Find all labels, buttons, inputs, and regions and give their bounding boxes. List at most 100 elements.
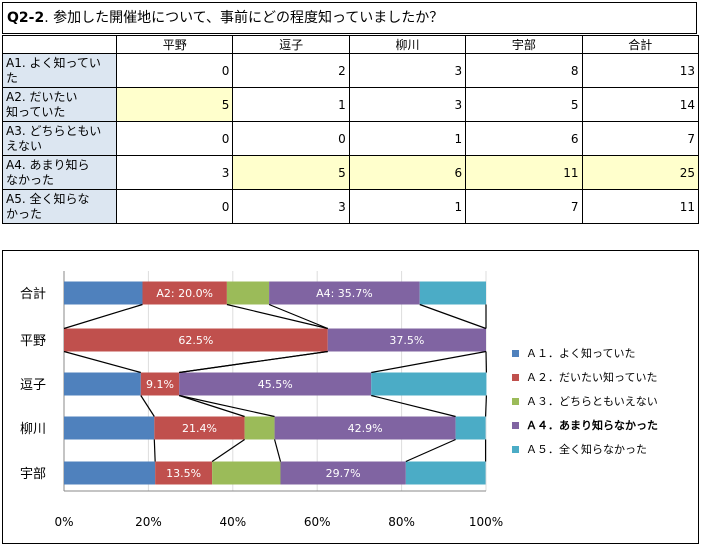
data-label: 37.5% [389, 334, 424, 347]
table-cell: 14 [582, 88, 698, 122]
series-line [420, 305, 486, 329]
legend-swatch [512, 422, 519, 429]
category-label: 逗子 [20, 378, 46, 393]
series-line [64, 352, 141, 373]
data-label: 45.5% [258, 378, 293, 391]
table-cell: 13 [582, 54, 698, 88]
row-label: A2. だいたい知っていた [3, 88, 117, 122]
table-cell: 11 [582, 190, 698, 224]
data-label: 29.7% [326, 467, 361, 480]
series-line [64, 305, 142, 329]
series-line [179, 352, 328, 373]
header-cell: 柳川 [349, 36, 465, 54]
row-label: A3. どちらともいえない [3, 122, 117, 156]
bar-segment [212, 462, 280, 485]
x-tick-label: 40% [219, 515, 246, 529]
header-cell: 逗子 [233, 36, 349, 54]
series-line [371, 396, 455, 417]
series-line [154, 440, 155, 462]
data-label: 42.9% [348, 422, 383, 435]
data-label: 62.5% [178, 334, 213, 347]
data-label: A2: 20.0% [156, 287, 213, 300]
data-label: 9.1% [146, 378, 174, 391]
table-cell: 3 [349, 88, 465, 122]
table-cell: 3 [233, 190, 349, 224]
series-line [275, 440, 281, 462]
table-cell: 5 [233, 156, 349, 190]
table-cell: 1 [349, 122, 465, 156]
table-cell: 8 [466, 54, 582, 88]
data-label: 13.5% [166, 467, 201, 480]
category-label: 平野 [20, 334, 46, 349]
bar-segment [245, 417, 275, 440]
x-tick-label: 60% [304, 515, 331, 529]
table-cell: 1 [233, 88, 349, 122]
legend-label: Ａ２．だいたい知っていた [526, 370, 657, 384]
data-label: A4: 35.7% [316, 287, 373, 300]
question-title: Q2-2. 参加した開催地について、事前にどの程度知っていましたか？ [2, 2, 697, 34]
table-cell: 1 [349, 190, 465, 224]
legend-swatch [512, 350, 519, 357]
series-line [179, 396, 244, 417]
bar-segment [64, 282, 142, 305]
table-cell: 6 [466, 122, 582, 156]
table-cell: 0 [233, 122, 349, 156]
bar-segment [406, 462, 486, 485]
series-line [486, 396, 487, 417]
table-cell: 0 [117, 54, 233, 88]
question-text: . 参加した開催地について、事前にどの程度知っていましたか？ [44, 10, 443, 26]
series-line [406, 440, 456, 462]
category-label: 宇部 [20, 467, 46, 482]
row-label: A5. 全く知らなかった [3, 190, 117, 224]
table-cell: 7 [466, 190, 582, 224]
legend-swatch [512, 374, 519, 381]
header-corner [3, 36, 117, 54]
legend-label: Ａ３．どちらともいえない [526, 395, 658, 408]
table-cell: 0 [117, 122, 233, 156]
category-label: 柳川 [20, 422, 46, 437]
data-label: 21.4% [182, 422, 217, 435]
table-header-row: 平野 逗子 柳川 宇部 合計 [3, 36, 699, 54]
legend-swatch [512, 398, 519, 405]
table-cell: 5 [117, 88, 233, 122]
header-cell: 平野 [117, 36, 233, 54]
table-cell: 3 [117, 156, 233, 190]
header-cell: 宇部 [466, 36, 582, 54]
table-cell: 3 [349, 54, 465, 88]
bar-segment [64, 417, 154, 440]
x-tick-label: 0% [54, 515, 73, 529]
series-line [212, 440, 244, 462]
table-cell: 5 [466, 88, 582, 122]
table-cell: 7 [582, 122, 698, 156]
legend-label: Ａ１．よく知っていた [526, 346, 635, 360]
bar-segment [420, 282, 486, 305]
bar-segment [227, 282, 269, 305]
bar-segment [456, 417, 486, 440]
table-cell: 6 [349, 156, 465, 190]
legend-label: Ａ４．あまり知らなかった [526, 418, 658, 432]
bar-segment [64, 462, 155, 485]
series-line [371, 352, 486, 373]
row-label: A1. よく知っていた [3, 54, 117, 88]
table-cell: 0 [117, 190, 233, 224]
header-cell: 合計 [582, 36, 698, 54]
table-cell: 11 [466, 156, 582, 190]
bar-segment [371, 373, 486, 396]
question-number: Q2-2 [7, 10, 44, 26]
legend-swatch [512, 446, 519, 453]
series-line [141, 396, 155, 417]
x-tick-label: 100% [469, 515, 503, 529]
category-label: 合計 [20, 286, 46, 302]
table-cell: 2 [233, 54, 349, 88]
x-tick-label: 20% [135, 515, 162, 529]
legend-label: Ａ５．全く知らなかった [526, 442, 647, 456]
series-line [179, 396, 274, 417]
